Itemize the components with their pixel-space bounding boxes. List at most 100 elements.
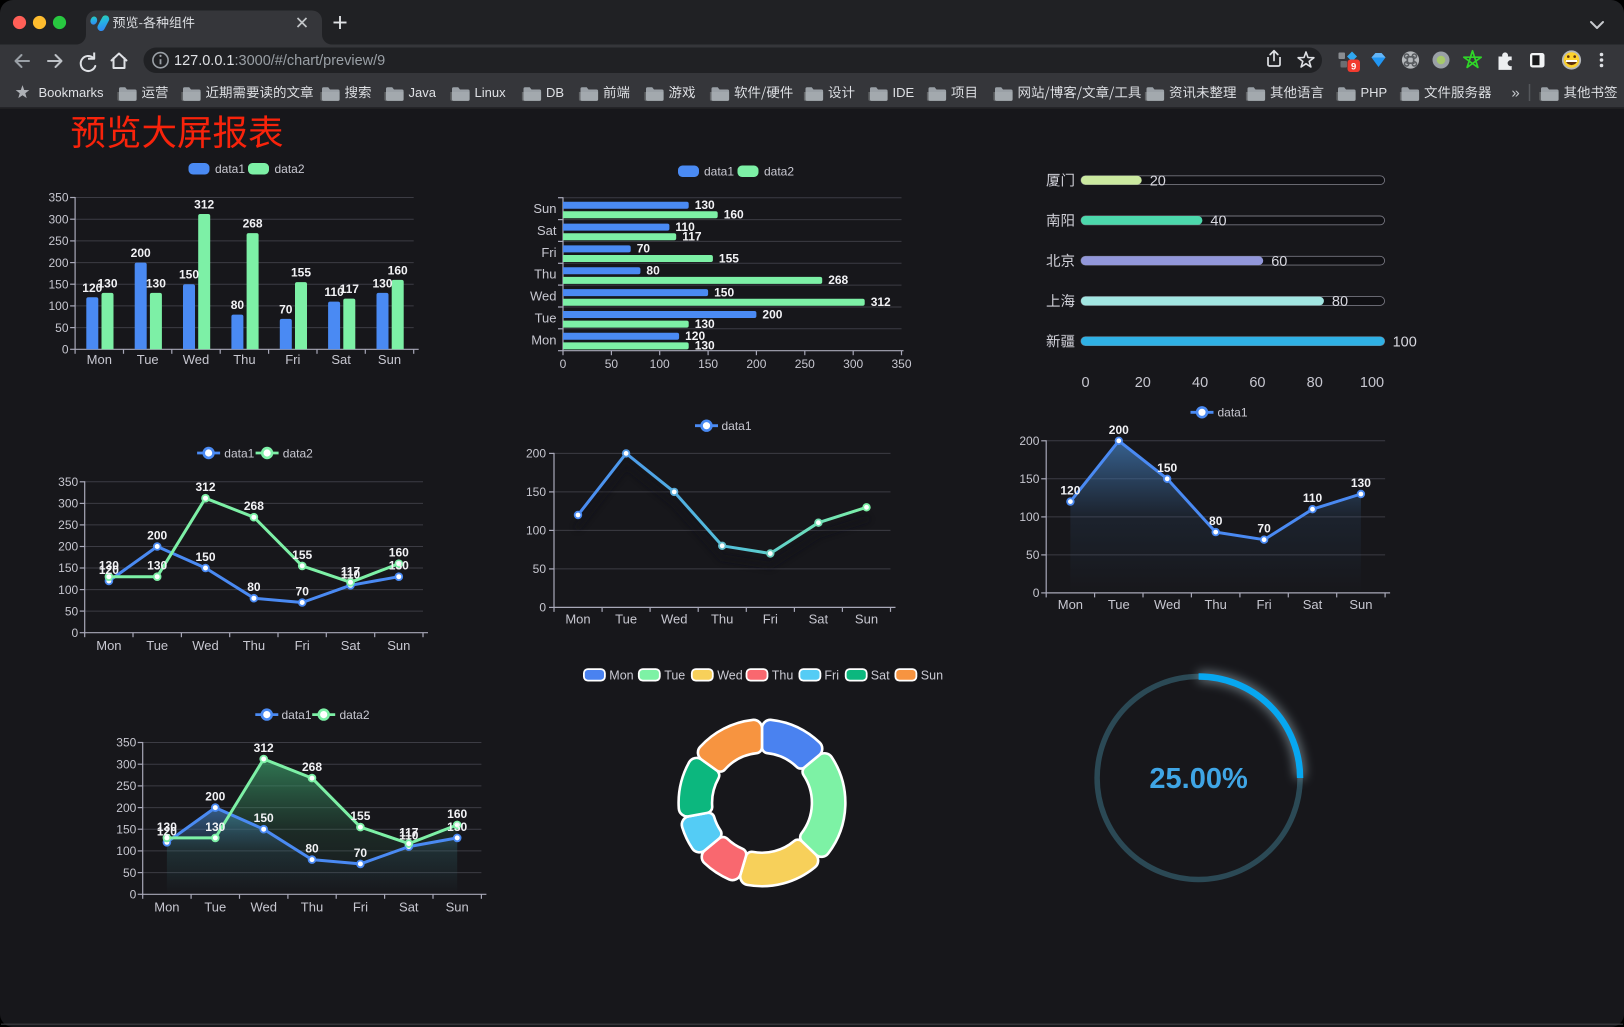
svg-text:Wed: Wed (661, 612, 688, 627)
svg-text:0: 0 (1081, 375, 1089, 391)
svg-text:80: 80 (646, 264, 660, 278)
svg-text:50: 50 (1026, 548, 1040, 562)
svg-text:130: 130 (372, 276, 392, 290)
svg-text:300: 300 (58, 497, 78, 511)
svg-text:130: 130 (1351, 476, 1371, 490)
svg-text:100: 100 (48, 299, 68, 313)
svg-text:Fri: Fri (541, 245, 556, 260)
svg-text:150: 150 (254, 811, 274, 825)
svg-text:110: 110 (341, 567, 361, 581)
svg-text:130: 130 (389, 559, 409, 573)
svg-text:268: 268 (243, 217, 263, 231)
svg-text:350: 350 (58, 475, 78, 489)
svg-text:130: 130 (695, 339, 715, 353)
svg-text:Tue: Tue (664, 668, 685, 682)
svg-text:350: 350 (48, 191, 68, 205)
svg-text:160: 160 (388, 263, 408, 277)
svg-text:268: 268 (302, 760, 322, 774)
svg-text:200: 200 (131, 246, 151, 260)
svg-text:127.0.0.1:3000/#/chart/preview: 127.0.0.1:3000/#/chart/preview/9 (174, 53, 385, 69)
svg-text:300: 300 (116, 757, 136, 771)
svg-text:Thu: Thu (711, 612, 733, 627)
svg-text:300: 300 (843, 357, 863, 371)
svg-text:50: 50 (65, 604, 79, 618)
svg-text:250: 250 (48, 234, 68, 248)
svg-text:0: 0 (1033, 586, 1040, 600)
svg-text:150: 150 (195, 550, 215, 564)
svg-text:Thu: Thu (233, 352, 255, 367)
svg-text:312: 312 (195, 480, 215, 494)
svg-text:160: 160 (447, 807, 467, 821)
svg-text:130: 130 (157, 820, 177, 834)
svg-text:300: 300 (48, 212, 68, 226)
svg-text:0: 0 (72, 626, 79, 640)
svg-text:200: 200 (746, 357, 766, 371)
svg-text:350: 350 (891, 357, 911, 371)
svg-text:110: 110 (675, 220, 695, 234)
svg-text:Thu: Thu (301, 899, 323, 914)
svg-text:130: 130 (447, 820, 467, 834)
svg-text:Mon: Mon (565, 612, 590, 627)
svg-text:Mon: Mon (609, 668, 633, 682)
svg-text:Fri: Fri (295, 638, 310, 653)
svg-text:Fri: Fri (763, 612, 778, 627)
svg-text:70: 70 (354, 846, 368, 860)
svg-text:Wed: Wed (250, 899, 277, 914)
svg-text:268: 268 (244, 499, 264, 513)
svg-text:150: 150 (179, 268, 199, 282)
svg-text:100: 100 (1360, 375, 1384, 391)
svg-text:130: 130 (695, 198, 715, 212)
svg-text:20: 20 (1135, 375, 1151, 391)
svg-text:80: 80 (305, 842, 319, 856)
svg-text:350: 350 (116, 736, 136, 750)
svg-text:312: 312 (254, 741, 274, 755)
svg-text:200: 200 (762, 307, 782, 321)
svg-text:Thu: Thu (243, 638, 265, 653)
svg-text:155: 155 (292, 548, 312, 562)
svg-text:70: 70 (296, 585, 310, 599)
svg-text:9: 9 (1351, 62, 1356, 73)
svg-text:IDE: IDE (893, 85, 915, 100)
svg-text:80: 80 (1332, 294, 1348, 310)
svg-text:DB: DB (546, 85, 564, 100)
svg-text:155: 155 (291, 266, 311, 280)
svg-text:data1: data1 (1218, 406, 1248, 420)
svg-text:70: 70 (279, 302, 293, 316)
svg-text:155: 155 (719, 251, 739, 265)
svg-text:Thu: Thu (1204, 597, 1226, 612)
svg-text:80: 80 (231, 298, 245, 312)
svg-text:110: 110 (324, 285, 344, 299)
svg-text:250: 250 (116, 779, 136, 793)
svg-text:312: 312 (194, 198, 214, 212)
svg-text:Mon: Mon (531, 332, 556, 347)
svg-text:Sun: Sun (533, 201, 556, 216)
svg-text:130: 130 (99, 559, 119, 573)
svg-text:Sat: Sat (399, 899, 419, 914)
svg-text:268: 268 (828, 273, 848, 287)
svg-text:data2: data2 (275, 162, 305, 176)
svg-text:120: 120 (99, 563, 119, 577)
svg-text:200: 200 (1019, 434, 1039, 448)
svg-text:25.00%: 25.00% (1149, 763, 1248, 795)
svg-text:117: 117 (682, 230, 702, 244)
svg-text:Wed: Wed (530, 289, 557, 304)
svg-text:Fri: Fri (1257, 597, 1272, 612)
svg-text:200: 200 (48, 256, 68, 270)
svg-text:160: 160 (389, 546, 409, 560)
svg-text:155: 155 (350, 809, 370, 823)
svg-text:Tue: Tue (535, 310, 557, 325)
svg-text:Wed: Wed (717, 668, 743, 682)
svg-text:Tue: Tue (615, 612, 637, 627)
svg-text:150: 150 (1019, 472, 1039, 486)
svg-text:200: 200 (205, 790, 225, 804)
svg-text:117: 117 (341, 564, 361, 578)
svg-text:Fri: Fri (285, 352, 300, 367)
svg-text:117: 117 (340, 282, 360, 296)
svg-text:100: 100 (1393, 334, 1417, 350)
svg-text:60: 60 (1271, 254, 1287, 270)
svg-text:117: 117 (399, 826, 419, 840)
svg-text:80: 80 (1209, 514, 1223, 528)
svg-text:70: 70 (1257, 522, 1271, 536)
svg-text:130: 130 (147, 559, 167, 573)
svg-text:Wed: Wed (192, 638, 219, 653)
